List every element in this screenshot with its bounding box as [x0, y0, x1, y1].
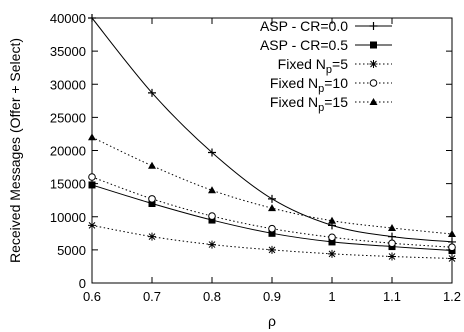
triangle-marker: [148, 161, 156, 169]
star-marker: [88, 221, 96, 230]
triangle-marker: [328, 216, 336, 224]
legend-entry: Fixed Np=15: [270, 94, 392, 114]
square-marker: [88, 181, 96, 189]
y-tick-label: 15000: [50, 177, 86, 192]
legend-label: Fixed Np=5: [278, 56, 349, 76]
square-marker: [328, 238, 336, 246]
circle-marker: [268, 224, 276, 233]
series-line: [91, 136, 453, 235]
y-tick-label: 5000: [57, 243, 86, 258]
legend-label: Fixed Np=10: [270, 75, 348, 95]
x-tick-label: 1.1: [383, 289, 401, 304]
plus-marker: [369, 22, 378, 30]
y-tick-label: 40000: [50, 11, 86, 26]
star-marker: [328, 249, 336, 258]
triangle-marker: [208, 186, 216, 194]
y-tick-label: 30000: [50, 77, 86, 92]
star-marker: [208, 240, 216, 249]
y-axis-ticks: 0 5000 10000 15000 20000 25000 30000 35000 40000: [50, 11, 452, 291]
triangle-marker: [88, 133, 96, 141]
legend-entry: ASP - CR=0.5: [260, 37, 392, 53]
x-axis-label: ρ: [268, 313, 276, 329]
y-tick-label: 10000: [50, 210, 86, 225]
plus-marker: [148, 88, 156, 97]
star-marker: [369, 60, 378, 68]
triangle-marker: [448, 229, 456, 237]
plot-border: [91, 17, 453, 284]
x-tick-label: 0.8: [203, 289, 221, 304]
legend-entry: Fixed Np=10: [270, 75, 392, 95]
legend-label: ASP - CR=0.5: [260, 37, 348, 53]
x-tick-label: 0.7: [143, 289, 161, 304]
x-tick-label: 1: [328, 289, 335, 304]
plot-frame: [91, 17, 453, 284]
triangle-marker: [388, 224, 396, 232]
series-4: [88, 133, 456, 237]
x-axis-ticks: 0.6 0.7 0.8 0.9 1 1.1 1.2: [83, 18, 461, 304]
series-3: [88, 173, 456, 252]
square-marker: [370, 41, 377, 49]
circle-marker: [388, 239, 396, 248]
circle-marker: [328, 233, 336, 242]
legend-entry: Fixed Np=5: [278, 56, 392, 76]
circle-marker: [148, 195, 156, 203]
x-tick-label: 0.6: [83, 289, 101, 304]
y-axis-label: Received Messages (Offer + Select): [7, 38, 23, 263]
series-1: [88, 181, 456, 255]
y-tick-label: 0: [79, 276, 86, 291]
x-tick-label: 0.9: [263, 289, 281, 304]
square-marker: [268, 229, 276, 237]
plus-marker: [88, 14, 96, 22]
legend-label: ASP - CR=0.0: [260, 18, 348, 34]
circle-marker: [448, 243, 456, 252]
y-tick-label: 35000: [50, 44, 86, 59]
circle-marker: [88, 173, 96, 181]
series-layer: [88, 14, 456, 263]
star-marker: [388, 252, 396, 261]
y-tick-label: 20000: [50, 144, 86, 159]
square-marker: [148, 200, 156, 207]
legend-label: Fixed Np=15: [270, 94, 348, 114]
plus-marker: [268, 194, 276, 203]
square-marker: [208, 216, 216, 224]
circle-marker: [208, 212, 216, 220]
star-marker: [268, 245, 276, 254]
x-tick-label: 1.2: [443, 289, 461, 304]
series-2: [88, 221, 456, 263]
legend-entry: ASP - CR=0.0: [260, 18, 392, 34]
plus-marker: [388, 232, 396, 241]
star-marker: [448, 254, 456, 263]
star-marker: [148, 232, 156, 241]
triangle-marker: [369, 98, 378, 105]
triangle-marker: [268, 204, 276, 212]
circle-marker: [369, 79, 378, 87]
y-tick-label: 25000: [50, 110, 86, 125]
series-line: [91, 184, 453, 252]
plus-marker: [208, 148, 216, 157]
